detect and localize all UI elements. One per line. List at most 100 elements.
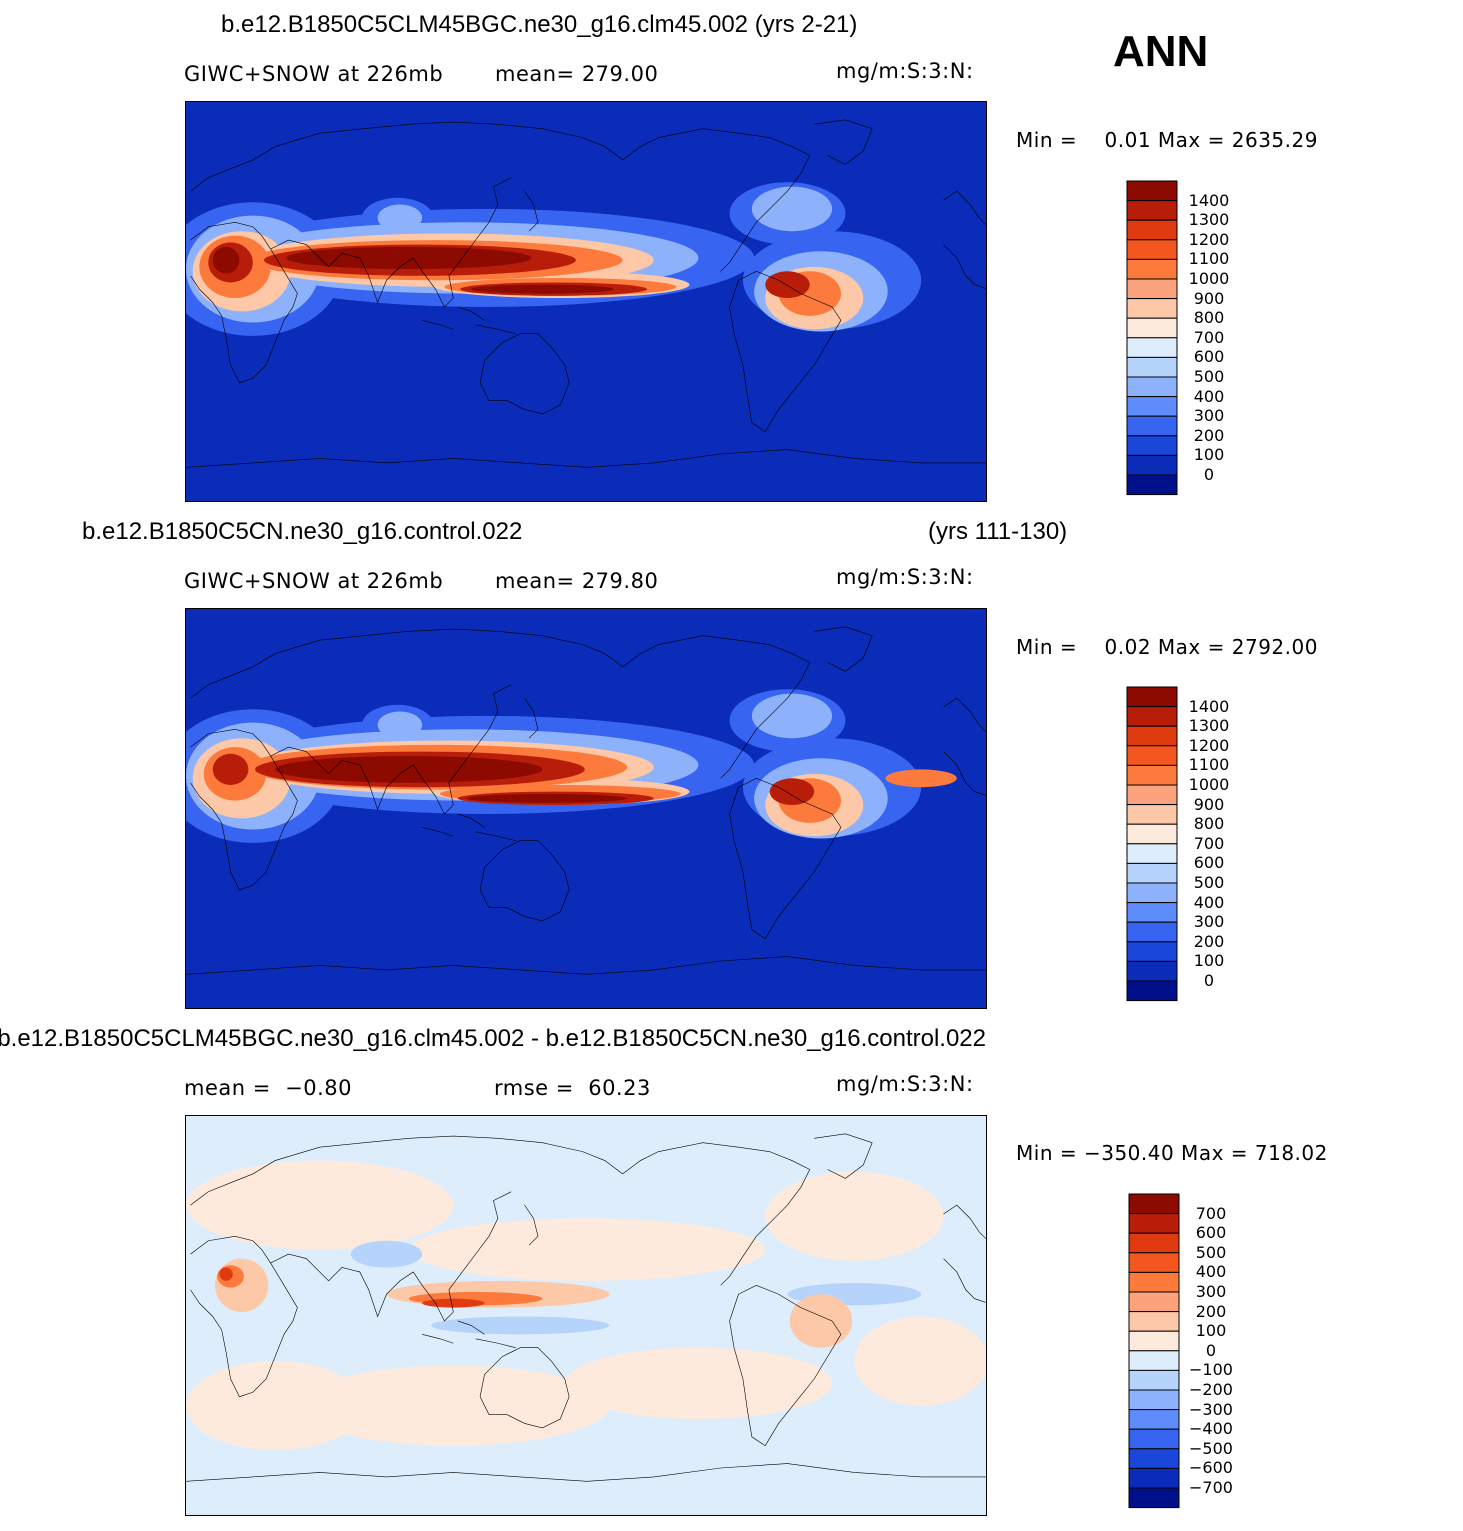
colorbar-swatch: [1126, 784, 1178, 806]
colorbar-swatch: [1126, 882, 1178, 904]
colorbar-tick-label: 200: [1193, 425, 1225, 445]
panel2-mean-label: mean= 279.80: [495, 569, 659, 593]
colorbar-tick-label: 1200: [1188, 735, 1230, 755]
panel3-rmse-label: rmse = 60.23: [494, 1076, 651, 1100]
colorbar-tick-label: 700: [1193, 327, 1225, 347]
panel2-years: (yrs 111-130): [928, 518, 1068, 545]
colorbar-swatch: [1126, 258, 1178, 280]
panel3-units-label: mg/m:S:3:N:: [836, 1072, 974, 1096]
field-contour: [769, 778, 815, 806]
panel2-colorbar: 1400 1300 1200 1100 1000 900 800 700 600 500 400 30…: [1126, 686, 1256, 1002]
panel2-map-svg: [186, 609, 986, 1008]
coastline: [186, 450, 987, 468]
colorbar-tick-label: 600: [1193, 347, 1225, 367]
colorbar-swatch: [1126, 764, 1178, 786]
colorbar-tick-label: 0: [1203, 971, 1215, 990]
colorbar-swatch: [1126, 454, 1178, 476]
colorbar-swatch: [1126, 396, 1178, 417]
coastline: [525, 698, 538, 738]
colorbar-tick-label: 1300: [1188, 210, 1230, 230]
field-contour: [466, 793, 628, 803]
colorbar-tick-label: −600: [1189, 1458, 1233, 1478]
colorbar-tick-label: 1000: [1188, 269, 1230, 288]
colorbar-swatch: [1126, 686, 1178, 708]
panel3-case-title: b.e12.B1850C5CLM45BGC.ne30_g16.clm45.002…: [0, 1025, 986, 1052]
colorbar-tick-label: 500: [1193, 367, 1225, 386]
colorbar-tick-label: 300: [1193, 406, 1225, 426]
coastline: [190, 629, 622, 698]
colorbar-tick-label: −700: [1189, 1478, 1233, 1497]
season-label: ANN: [1113, 27, 1209, 76]
colorbar-tick-label: 500: [1195, 1242, 1227, 1262]
panel1-variable-label: GIWC+SNOW at 226mb: [184, 62, 444, 86]
colorbar-tick-label: 100: [1195, 1321, 1227, 1341]
colorbar-tick-label: 600: [1193, 853, 1225, 873]
colorbar-svg: [1128, 1193, 1180, 1509]
coastline: [271, 1192, 512, 1321]
colorbar-swatch: [1126, 435, 1178, 456]
colorbar-tick-label: 400: [1193, 892, 1225, 912]
panel3-minmax: Min = −350.40 Max = 718.02: [1016, 1141, 1328, 1165]
field-contour: [789, 1294, 853, 1348]
field-contour: [212, 753, 249, 785]
colorbar-swatch: [1128, 1409, 1180, 1430]
coastline: [814, 1134, 872, 1179]
panel1-mean-label: mean= 279.00: [495, 62, 659, 86]
coastline: [458, 1321, 485, 1334]
colorbar-tick-label: 800: [1193, 308, 1225, 328]
panel3-map-svg: [186, 1116, 987, 1515]
colorbar-swatch: [1126, 960, 1178, 982]
colorbar-swatch: [1128, 1291, 1180, 1313]
coastline: [814, 120, 872, 165]
coastline: [190, 729, 297, 889]
panel1-colorbar: 1400 1300 1200 1100 1000 900 800 700 600 500 400 30…: [1126, 180, 1256, 496]
coastline: [458, 307, 485, 320]
colorbar-swatch: [1126, 980, 1178, 1002]
coastline: [190, 1136, 622, 1205]
colorbar-tick-label: 100: [1193, 445, 1225, 465]
colorbar-swatch: [1126, 219, 1178, 241]
colorbar-svg: [1126, 180, 1178, 496]
field-contour: [377, 711, 423, 739]
coastline: [730, 271, 841, 431]
colorbar-swatch: [1126, 902, 1178, 923]
field-contour: [286, 246, 532, 270]
colorbar-swatch: [1128, 1271, 1180, 1293]
coastline: [943, 1259, 987, 1304]
colorbar-swatch: [1126, 239, 1178, 260]
field-contour: [297, 1365, 610, 1446]
colorbar-swatch: [1128, 1467, 1180, 1489]
colorbar-swatch: [1128, 1389, 1180, 1411]
colorbar-tick-label: 1000: [1188, 775, 1230, 794]
field-contour: [377, 204, 423, 232]
colorbar-tick-label: −500: [1189, 1438, 1233, 1458]
colorbar-tick-label: −300: [1189, 1399, 1233, 1419]
panel2-map: [185, 608, 987, 1009]
colorbar-swatch: [1126, 941, 1178, 962]
colorbar-tick-label: 1400: [1188, 190, 1230, 210]
field-contour: [431, 1316, 610, 1335]
field-contour: [219, 1267, 233, 1281]
panel3-mean-label: mean = −0.80: [184, 1076, 353, 1100]
colorbar-swatch: [1126, 376, 1178, 398]
coastline: [422, 827, 453, 836]
colorbar-tick-label: 0: [1205, 1340, 1217, 1360]
colorbar-swatch: [1126, 415, 1178, 437]
colorbar-swatch: [1126, 862, 1178, 884]
colorbar-swatch: [1126, 843, 1178, 864]
colorbar-swatch: [1128, 1330, 1180, 1352]
colorbar-swatch: [1126, 725, 1178, 747]
coastline: [271, 685, 512, 814]
colorbar-tick-label: 1100: [1188, 755, 1230, 775]
colorbar-tick-label: 400: [1193, 386, 1225, 406]
field-contour: [885, 769, 957, 788]
coastline: [480, 334, 569, 414]
colorbar-swatch: [1126, 474, 1178, 496]
panel1-units-label: mg/m:S:3:N:: [836, 59, 974, 83]
colorbar-swatch: [1126, 804, 1178, 825]
colorbar-swatch: [1126, 180, 1178, 202]
colorbar-tick-label: 600: [1195, 1223, 1227, 1243]
coastline: [422, 1334, 453, 1343]
field-contour: [186, 1361, 365, 1451]
colorbar-swatch: [1128, 1311, 1180, 1332]
